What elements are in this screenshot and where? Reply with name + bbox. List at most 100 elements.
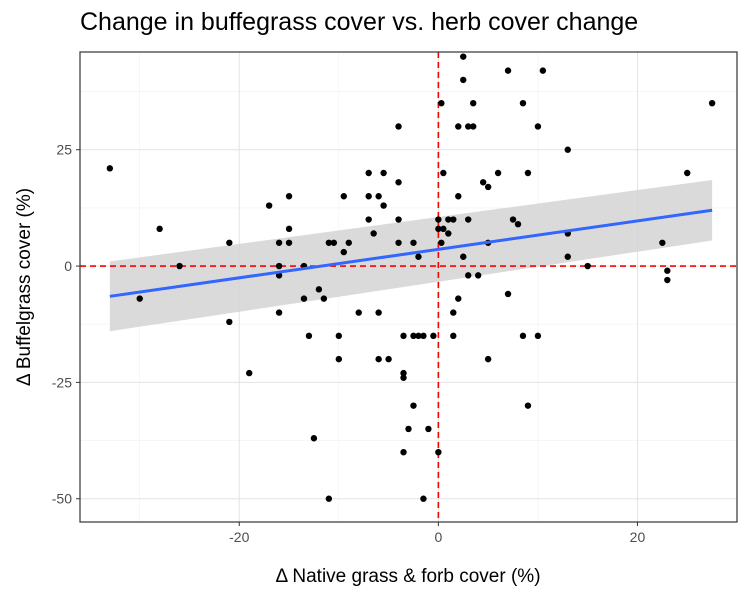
data-point bbox=[226, 239, 233, 246]
data-point bbox=[365, 169, 372, 177]
confidence-band bbox=[109, 179, 713, 332]
x-tick-label: 0 bbox=[434, 529, 442, 545]
data-point bbox=[455, 123, 462, 130]
data-point bbox=[519, 332, 527, 340]
data-point bbox=[395, 239, 402, 246]
reference-lines bbox=[80, 52, 737, 522]
x-axis-title: Δ Native grass & forb cover (%) bbox=[275, 566, 540, 587]
data-point bbox=[445, 230, 452, 237]
data-point bbox=[365, 216, 372, 223]
chart-title: Change in buffegrass cover vs. herb cove… bbox=[80, 8, 639, 36]
data-point bbox=[310, 435, 318, 442]
data-point bbox=[156, 225, 163, 233]
data-point bbox=[285, 193, 293, 200]
data-point bbox=[340, 248, 347, 256]
data-point bbox=[504, 290, 512, 298]
y-tick-label: 0 bbox=[64, 258, 72, 274]
data-point bbox=[400, 332, 407, 340]
data-point bbox=[450, 332, 457, 340]
data-point bbox=[365, 193, 372, 200]
panel-border bbox=[79, 51, 738, 523]
data-point bbox=[455, 193, 462, 200]
data-point bbox=[275, 309, 283, 316]
data-point bbox=[226, 318, 233, 326]
data-point bbox=[435, 225, 442, 233]
data-point bbox=[335, 332, 343, 340]
data-point bbox=[400, 374, 407, 381]
data-point bbox=[315, 286, 323, 293]
data-point bbox=[410, 332, 417, 340]
y-tick-label: -25 bbox=[52, 374, 72, 390]
y-axis-title: Δ Buffelgrass cover (%) bbox=[14, 188, 35, 386]
data-point bbox=[564, 146, 571, 153]
data-point bbox=[275, 262, 283, 270]
data-point bbox=[438, 239, 445, 246]
data-point bbox=[345, 239, 352, 246]
data-point bbox=[415, 253, 422, 260]
data-point bbox=[380, 169, 387, 177]
fit-line bbox=[109, 208, 713, 298]
data-point bbox=[450, 309, 457, 316]
data-point bbox=[425, 425, 432, 433]
data-point bbox=[440, 225, 447, 233]
data-point bbox=[275, 239, 283, 246]
x-tick-label: 20 bbox=[630, 529, 646, 545]
data-point bbox=[420, 332, 427, 340]
data-point bbox=[305, 332, 313, 340]
y-tick-label: -50 bbox=[52, 491, 72, 507]
data-point bbox=[474, 272, 482, 279]
data-point bbox=[494, 169, 502, 177]
data-point bbox=[539, 67, 547, 74]
y-tick-label: 25 bbox=[56, 142, 72, 158]
data-point bbox=[460, 53, 467, 60]
data-point bbox=[664, 276, 671, 284]
data-point bbox=[450, 216, 457, 223]
data-point bbox=[514, 220, 522, 228]
data-points bbox=[106, 53, 716, 502]
data-point bbox=[524, 402, 532, 409]
x-axis-ticks: -20 0 20 bbox=[229, 522, 645, 545]
data-point bbox=[664, 267, 671, 274]
data-point bbox=[370, 230, 377, 237]
data-point bbox=[335, 355, 343, 363]
data-point bbox=[375, 355, 382, 363]
data-point bbox=[659, 239, 666, 246]
data-point bbox=[300, 295, 308, 302]
grid-lines bbox=[80, 52, 737, 522]
data-point bbox=[470, 99, 477, 107]
data-point bbox=[265, 202, 273, 209]
data-point bbox=[400, 448, 407, 456]
data-point bbox=[395, 216, 402, 223]
data-point bbox=[435, 216, 442, 223]
data-point bbox=[320, 295, 328, 302]
data-point bbox=[534, 332, 542, 340]
data-point bbox=[470, 123, 477, 130]
data-point bbox=[465, 216, 472, 223]
data-point bbox=[410, 402, 417, 409]
data-point bbox=[438, 99, 445, 107]
data-point bbox=[136, 295, 143, 302]
data-point bbox=[584, 262, 591, 270]
data-point bbox=[465, 123, 472, 130]
data-point bbox=[176, 262, 183, 270]
confidence-band-layer bbox=[109, 179, 713, 332]
data-point bbox=[325, 495, 333, 502]
data-point bbox=[484, 183, 492, 191]
data-point bbox=[330, 239, 338, 246]
data-point bbox=[355, 309, 362, 316]
data-point bbox=[465, 272, 472, 279]
data-point bbox=[564, 253, 571, 260]
data-point bbox=[415, 332, 422, 340]
data-point bbox=[430, 332, 437, 340]
data-point bbox=[325, 239, 333, 246]
data-point bbox=[519, 99, 527, 107]
data-point bbox=[285, 225, 293, 233]
data-point bbox=[524, 169, 532, 177]
data-point bbox=[395, 179, 402, 186]
fit-line-layer bbox=[109, 208, 713, 298]
data-point bbox=[435, 448, 442, 456]
data-point bbox=[106, 165, 114, 172]
data-point bbox=[460, 253, 467, 260]
data-point bbox=[395, 123, 402, 130]
